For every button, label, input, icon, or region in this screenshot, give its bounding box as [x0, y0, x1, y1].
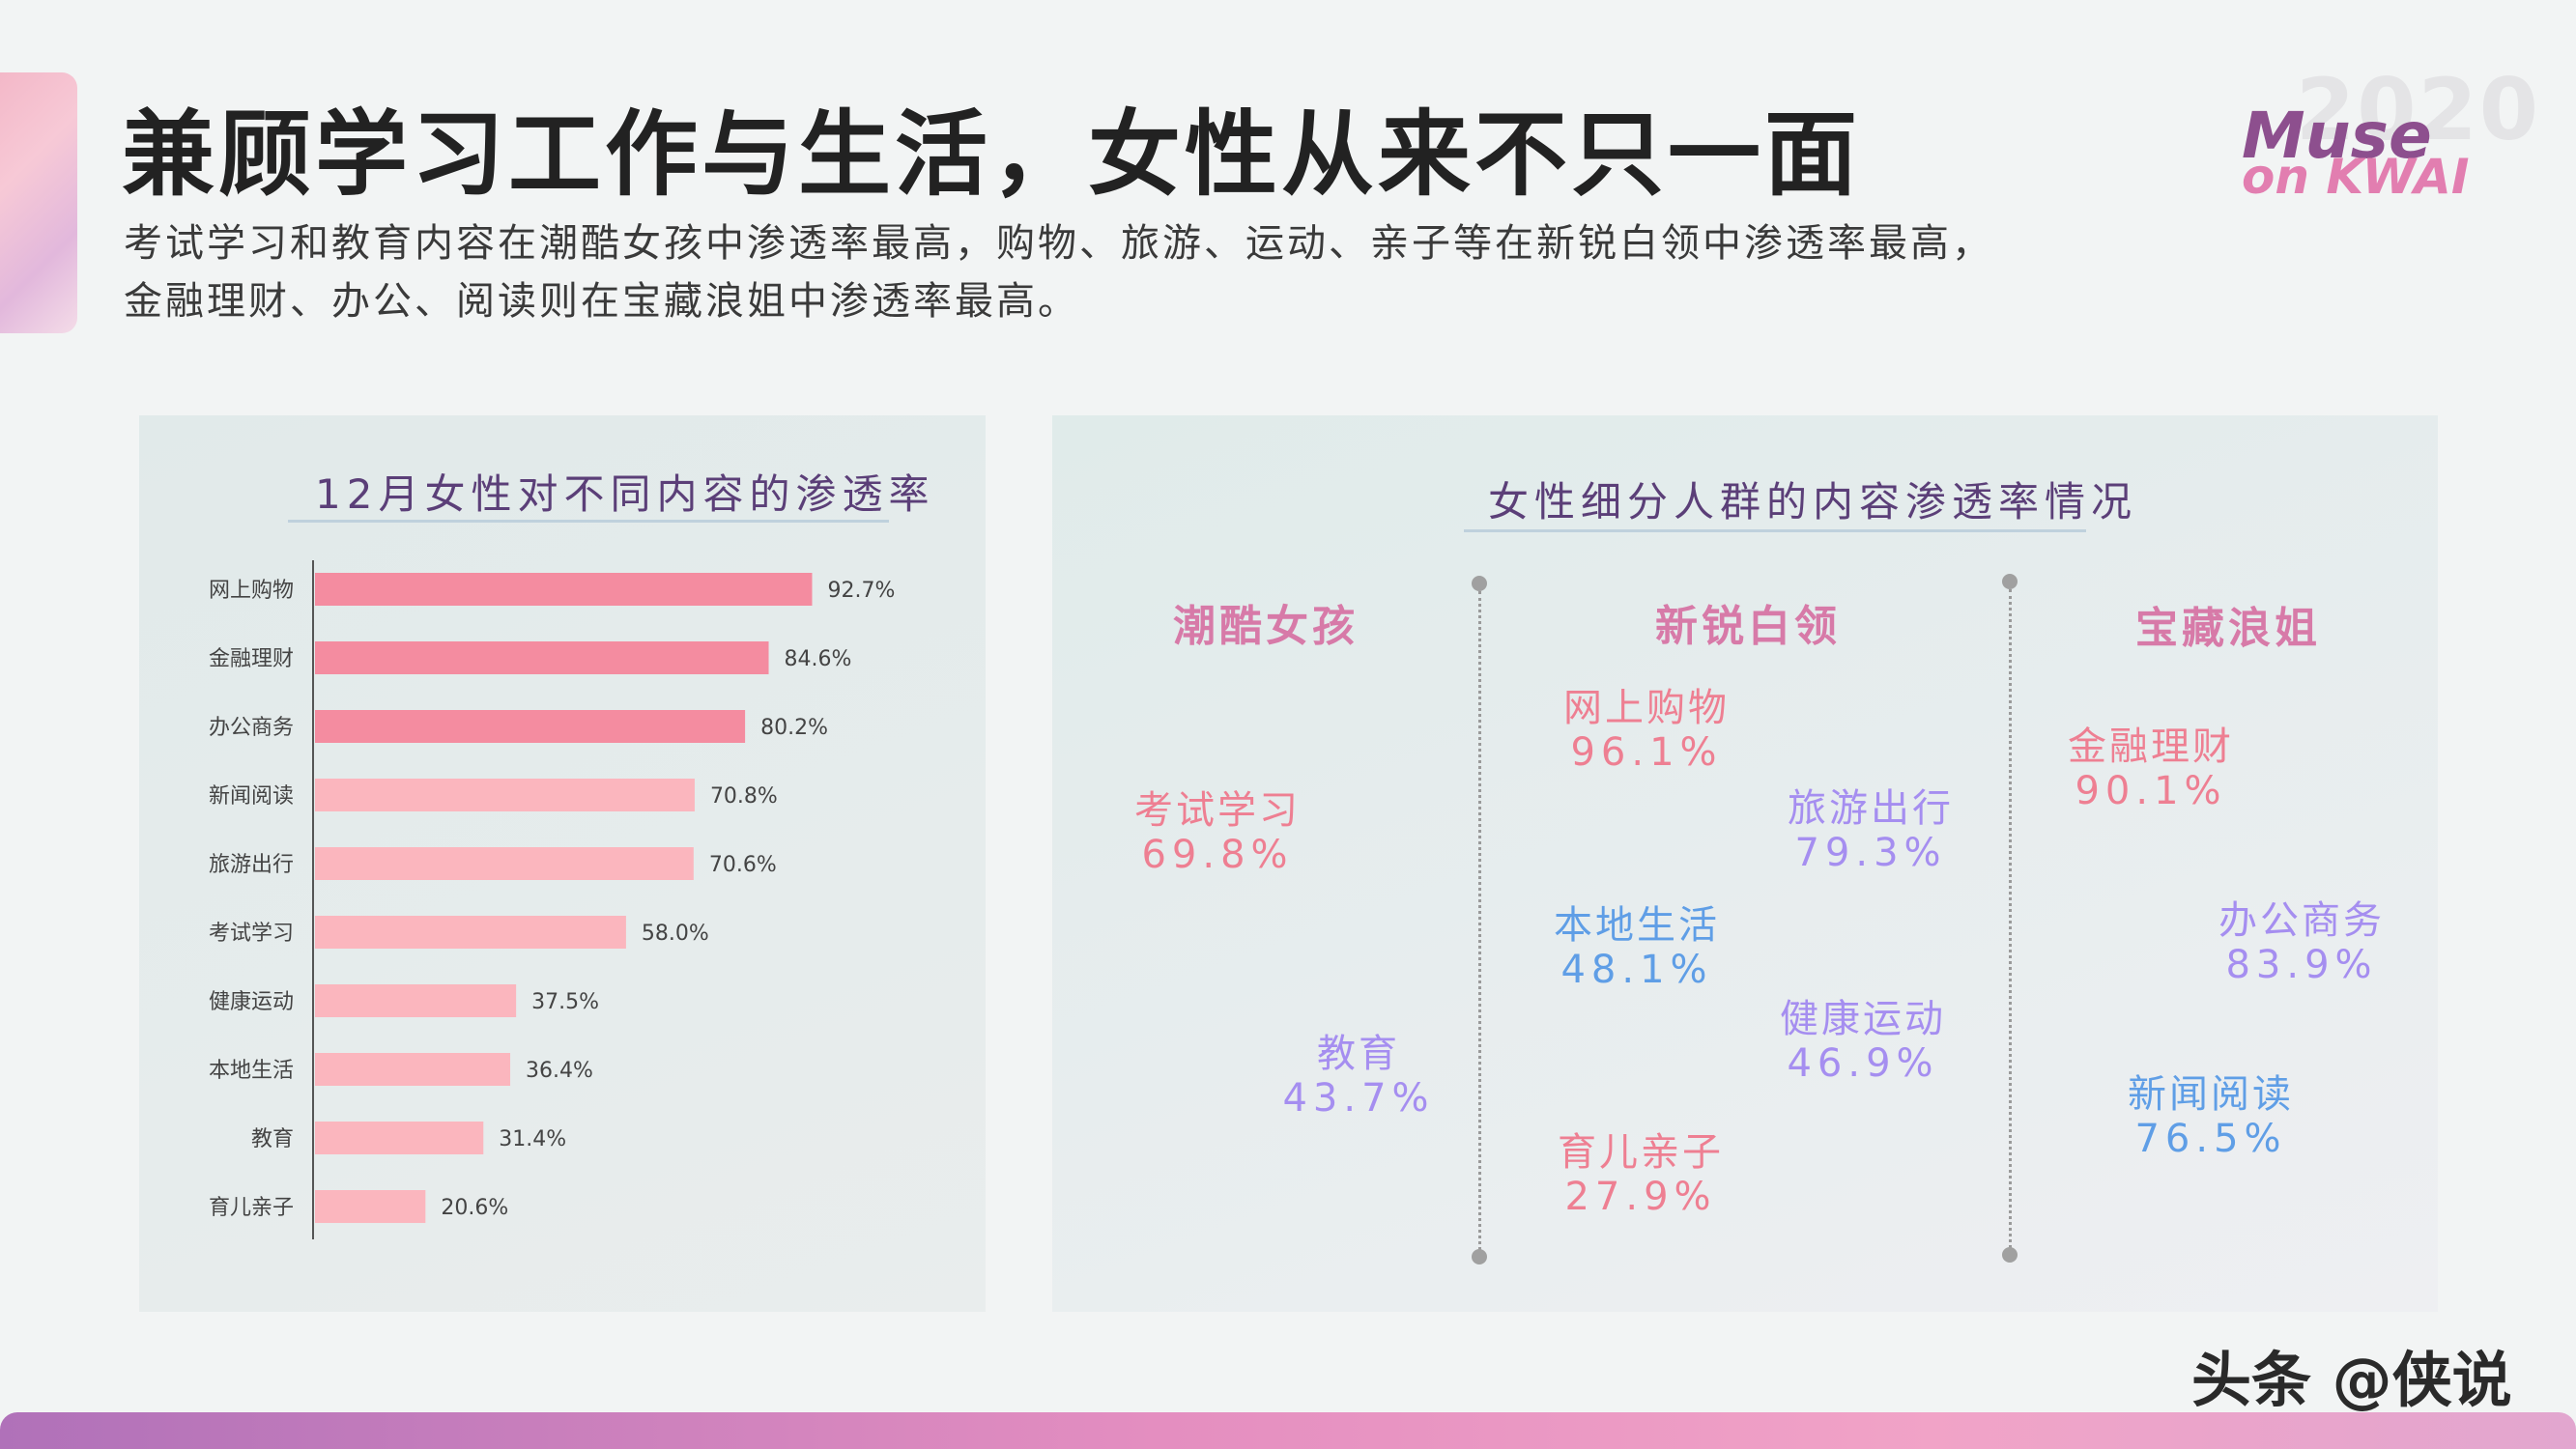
segment-item-value: 69.8%	[1141, 833, 1294, 877]
bar	[315, 1122, 484, 1154]
segment-item: 考试学习 69.8%	[1121, 788, 1314, 877]
bar-chart-title-rule	[288, 520, 889, 523]
segment-item-value: 76.5%	[2134, 1117, 2287, 1161]
segment-item-label: 考试学习	[1134, 788, 1301, 833]
group-head-xinrui: 新锐白领	[1655, 602, 1841, 651]
bar-value-label: 70.8%	[710, 784, 778, 809]
segment-item-label: 本地生活	[1554, 903, 1720, 948]
bar-chart-title: 12月女性对不同内容的渗透率	[315, 470, 935, 518]
segment-item-value: 46.9%	[1787, 1041, 1939, 1086]
segment-item-value: 96.1%	[1570, 730, 1723, 775]
segment-item-value: 27.9%	[1564, 1175, 1717, 1219]
segment-item-label: 旅游出行	[1788, 786, 1954, 831]
subtitle-line-2: 金融理财、办公、阅读则在宝藏浪姐中渗透率最高。	[124, 279, 1079, 324]
group-head-baozang: 宝藏浪姐	[2135, 604, 2321, 653]
divider-2-top-dot	[2002, 574, 2018, 589]
segment-item: 金融理财 90.1%	[2054, 724, 2247, 813]
segment-item-label: 健康运动	[1780, 997, 1946, 1041]
side-accent-decoration	[0, 72, 77, 333]
bar-value-label: 80.2%	[760, 716, 828, 740]
bar-value-label: 70.6%	[709, 853, 777, 877]
segment-item: 健康运动 46.9%	[1766, 997, 1960, 1086]
segment-item: 育儿亲子 27.9%	[1544, 1130, 1737, 1219]
segment-item-label: 育儿亲子	[1558, 1130, 1724, 1175]
bar	[315, 984, 517, 1017]
subtitle-line-1: 考试学习和教育内容在潮酷女孩中渗透率最高，购物、旅游、运动、亲子等在新锐白领中渗…	[124, 221, 1993, 266]
bar	[315, 1190, 426, 1223]
bar-value-label: 37.5%	[531, 990, 599, 1014]
bar-chart: 网上购物 92.7% 金融理财 84.6% 办公商务 80.2% 新闻阅读 70.8% 旅游出行…	[209, 560, 895, 1239]
segment-item-value: 83.9%	[2225, 943, 2378, 987]
segment-item: 旅游出行 79.3%	[1774, 786, 1967, 875]
bar-value-label: 20.6%	[441, 1196, 508, 1220]
bar	[315, 916, 626, 949]
bar-value-label: 58.0%	[642, 922, 709, 946]
bar	[315, 1053, 511, 1086]
brand-line-1: Muse	[2242, 99, 2432, 173]
segment-item-label: 金融理财	[2068, 724, 2234, 769]
group-head-chaoku: 潮酷女孩	[1173, 602, 1359, 651]
segment-title-rule	[1464, 529, 2086, 532]
bar-value-label: 36.4%	[526, 1059, 593, 1083]
bar	[315, 641, 769, 674]
segment-item: 本地生活 48.1%	[1540, 903, 1733, 992]
divider-1-top-dot	[1472, 576, 1487, 591]
bar	[315, 710, 746, 743]
segment-item-value: 79.3%	[1794, 831, 1947, 875]
segment-item-label: 办公商务	[2218, 898, 2385, 943]
brand-year: 2020	[2296, 60, 2540, 159]
segment-item: 教育 43.7%	[1262, 1032, 1455, 1121]
category-label: 教育	[251, 1127, 294, 1151]
segment-item-label: 网上购物	[1563, 686, 1730, 730]
segment-item: 新闻阅读 76.5%	[2114, 1072, 2307, 1161]
bar	[315, 779, 695, 811]
category-label: 本地生活	[209, 1059, 294, 1083]
bar-value-label: 31.4%	[499, 1127, 566, 1151]
divider-2-bottom-dot	[2002, 1247, 2018, 1263]
segment-item: 办公商务 83.9%	[2205, 898, 2398, 987]
page-title: 兼顾学习工作与生活，女性从来不只一面	[122, 100, 1861, 209]
bar	[315, 847, 694, 880]
page-subtitle: 考试学习和教育内容在潮酷女孩中渗透率最高，购物、旅游、运动、亲子等在新锐白领中渗…	[124, 214, 2114, 330]
category-label: 新闻阅读	[209, 784, 294, 809]
divider-1	[1478, 591, 1481, 1250]
bar-value-label: 84.6%	[785, 647, 852, 671]
watermark: 头条 @侠说	[2191, 1345, 2512, 1415]
category-label: 办公商务	[209, 716, 294, 740]
category-label: 旅游出行	[209, 853, 294, 877]
segment-item-value: 48.1%	[1560, 948, 1713, 992]
segment-item-value: 90.1%	[2075, 769, 2227, 813]
segment-item-label: 教育	[1317, 1032, 1400, 1076]
divider-2	[2009, 589, 2012, 1248]
segment-item: 网上购物 96.1%	[1550, 686, 1743, 775]
category-label: 健康运动	[209, 990, 294, 1014]
bar-value-label: 92.7%	[827, 579, 895, 603]
segment-item-value: 43.7%	[1282, 1076, 1435, 1121]
category-label: 育儿亲子	[209, 1196, 294, 1220]
brand-line-2: on KWAI	[2242, 149, 2470, 205]
bottom-gradient-bar	[0, 1412, 2576, 1449]
category-label: 金融理财	[209, 647, 294, 671]
category-label: 考试学习	[209, 922, 294, 946]
segment-panel	[1052, 415, 2438, 1312]
brand-logo: 2020 Muse on KWAI	[2240, 60, 2538, 205]
segment-item-label: 新闻阅读	[2128, 1072, 2294, 1117]
category-label: 网上购物	[209, 579, 294, 603]
segment-chart-title: 女性细分人群的内容渗透率情况	[1488, 478, 2138, 526]
divider-1-bottom-dot	[1472, 1249, 1487, 1264]
bar	[315, 573, 813, 606]
